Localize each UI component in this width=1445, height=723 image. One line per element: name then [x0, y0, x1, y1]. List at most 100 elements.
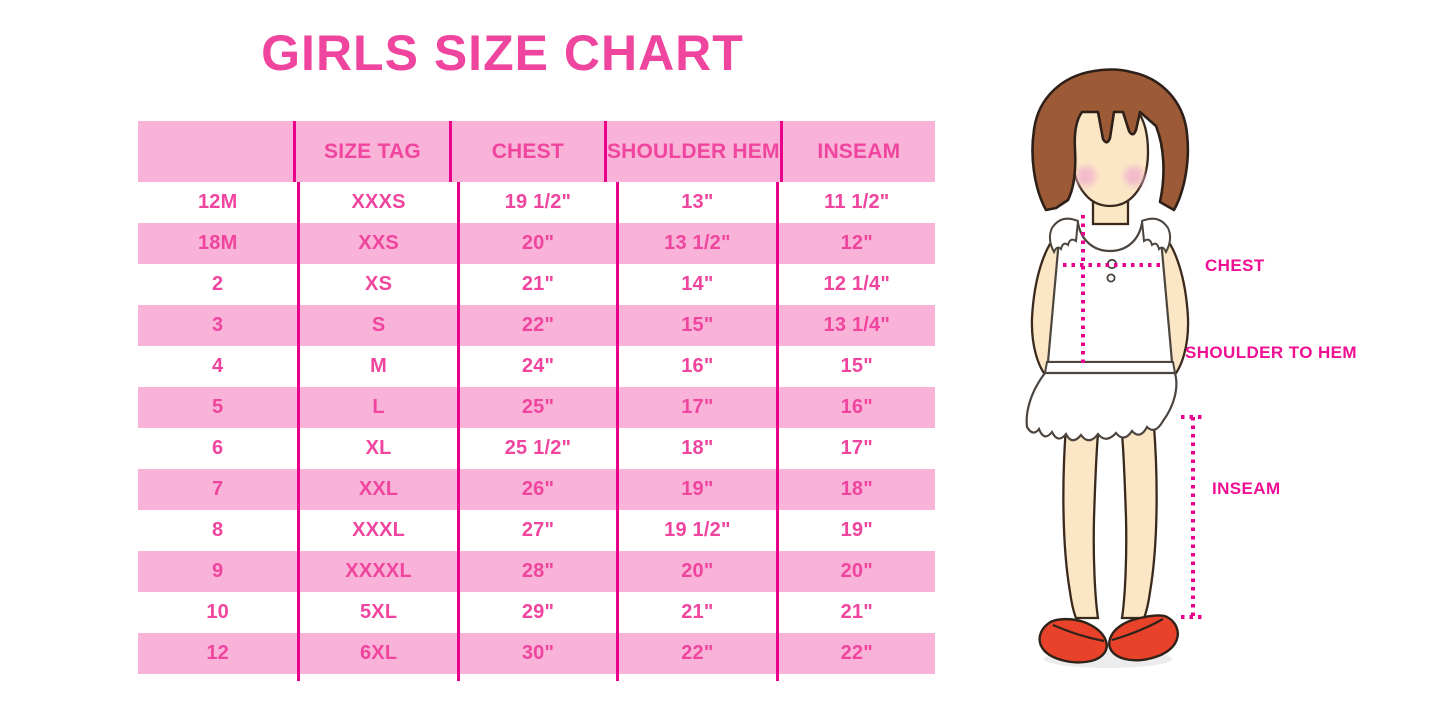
table-cell: 27": [456, 510, 616, 551]
table-cell: XXS: [297, 223, 456, 264]
table-row: 7 XXL 26" 19" 18": [138, 469, 935, 510]
table-row: 2 XS 21" 14" 12 1/4": [138, 264, 935, 305]
table-cell: 10: [206, 601, 230, 623]
left-leg: [1062, 424, 1100, 620]
ruffle-skirt: [1025, 371, 1178, 442]
stub-cell: [297, 674, 456, 681]
table-header-row: SIZE TAG CHEST SHOULDER HEM INSEAM: [138, 121, 935, 182]
table-row: 12M XXXS 19 1/2" 13" 11 1/2": [138, 182, 935, 223]
hair: [1031, 68, 1190, 212]
table-cell: 22": [616, 633, 775, 674]
table-cell: 20": [616, 551, 775, 592]
table-cell: 21": [616, 592, 775, 633]
table-cell: 5: [212, 396, 224, 418]
table-cell: L: [297, 387, 456, 428]
table-row: 10 5XL 29" 21" 21": [138, 592, 935, 633]
shirt-button: [1106, 273, 1116, 283]
table-body: 12M XXXS 19 1/2" 13" 11 1/2" 18M XXS 20" 13 1/2"…: [138, 182, 935, 674]
table-row: 9 XXXXL 28" 20" 20": [138, 551, 935, 592]
size-chart-table: SIZE TAG CHEST SHOULDER HEM INSEAM 12M XX…: [138, 121, 935, 681]
table-row: 6 XL 25 1/2" 18" 17": [138, 428, 935, 469]
table-cell: S: [297, 305, 456, 346]
shoulder-to-hem-label: SHOULDER TO HEM: [1185, 343, 1357, 362]
table-cell: 16": [775, 387, 935, 428]
table-cell: 13 1/4": [775, 305, 935, 346]
table-cell: 19 1/2": [456, 182, 616, 223]
table-cell: 12: [206, 642, 230, 664]
table-cell: 17": [616, 387, 775, 428]
table-cell: 13": [616, 182, 775, 223]
table-header-cell: SHOULDER HEM: [603, 121, 780, 182]
table-cell: 25": [456, 387, 616, 428]
right-blush: [1124, 166, 1144, 186]
girl-illustration: [1025, 68, 1204, 668]
table-cell: 12 1/4": [775, 264, 935, 305]
table-cell: 28": [456, 551, 616, 592]
table-cell: 16": [616, 346, 775, 387]
table-cell: 11 1/2": [775, 182, 935, 223]
table-cell: 17": [775, 428, 935, 469]
table-cell: XXXS: [297, 182, 456, 223]
table-cell: 15": [775, 346, 935, 387]
table-cell: 29": [456, 592, 616, 633]
right-shoulder-ruffle: [1140, 217, 1172, 255]
table-cell: 25 1/2": [456, 428, 616, 469]
table-cell: 6: [212, 437, 224, 459]
right-shoe: [1108, 614, 1179, 662]
table-cell: 12M: [197, 191, 238, 213]
table-cell: 19": [775, 510, 935, 551]
table-cell: 18M: [197, 232, 238, 254]
stub-cell: [456, 674, 616, 681]
table-cell: 15": [616, 305, 775, 346]
table-cell: 3: [212, 314, 224, 336]
left-shoe: [1038, 617, 1108, 664]
table-cell: 18": [616, 428, 775, 469]
table-cell: 2: [212, 273, 224, 295]
stub-cell: [138, 674, 297, 681]
table-row: 18M XXS 20" 13 1/2" 12": [138, 223, 935, 264]
table-row: 4 M 24" 16" 15": [138, 346, 935, 387]
table-row: 8 XXXL 27" 19 1/2" 19": [138, 510, 935, 551]
table-header-cell: INSEAM: [779, 121, 935, 182]
table-cell: 19 1/2": [616, 510, 775, 551]
table-cell: XXL: [297, 469, 456, 510]
waistband: [1043, 361, 1177, 374]
table-cell: 18": [775, 469, 935, 510]
table-cell: XL: [297, 428, 456, 469]
table-cell: 9: [212, 560, 224, 582]
table-cell: XS: [297, 264, 456, 305]
table-row: 12 6XL 30" 22" 22": [138, 633, 935, 674]
table-cell: 4: [212, 355, 224, 377]
table-row: 5 L 25" 17" 16": [138, 387, 935, 428]
right-leg: [1120, 424, 1158, 620]
right-shoe-strap: [1111, 618, 1164, 642]
table-cell: M: [297, 346, 456, 387]
left-blush: [1076, 166, 1096, 186]
table-cell: 22": [456, 305, 616, 346]
stub-cell: [775, 674, 935, 681]
left-shoulder-ruffle: [1048, 217, 1080, 255]
chest-label: CHEST: [1205, 256, 1265, 275]
table-row: 3 S 22" 15" 13 1/4": [138, 305, 935, 346]
table-header-cell: CHEST: [448, 121, 604, 182]
left-shoe-strap: [1052, 623, 1105, 643]
table-cell: 7: [212, 478, 224, 500]
table-cell: 12": [775, 223, 935, 264]
table-cell: 21": [775, 592, 935, 633]
table-cell: 26": [456, 469, 616, 510]
table-cell: 21": [456, 264, 616, 305]
table-cell: 13 1/2": [616, 223, 775, 264]
table-rule-stub: [138, 674, 935, 681]
table-cell: XXXXL: [297, 551, 456, 592]
measurement-diagram: CHEST SHOULDER TO HEM INSEAM: [990, 60, 1445, 723]
table-header-cell: SIZE TAG: [293, 121, 448, 182]
table-cell: 20": [456, 223, 616, 264]
table-cell: 19": [616, 469, 775, 510]
table-cell: 14": [616, 264, 775, 305]
page-title: GIRLS SIZE CHART: [261, 25, 744, 81]
table-cell: 8: [212, 519, 224, 541]
inseam-label: INSEAM: [1212, 479, 1281, 498]
table-cell: 5XL: [297, 592, 456, 633]
table-cell: 20": [775, 551, 935, 592]
table-header-cell: [138, 121, 293, 182]
